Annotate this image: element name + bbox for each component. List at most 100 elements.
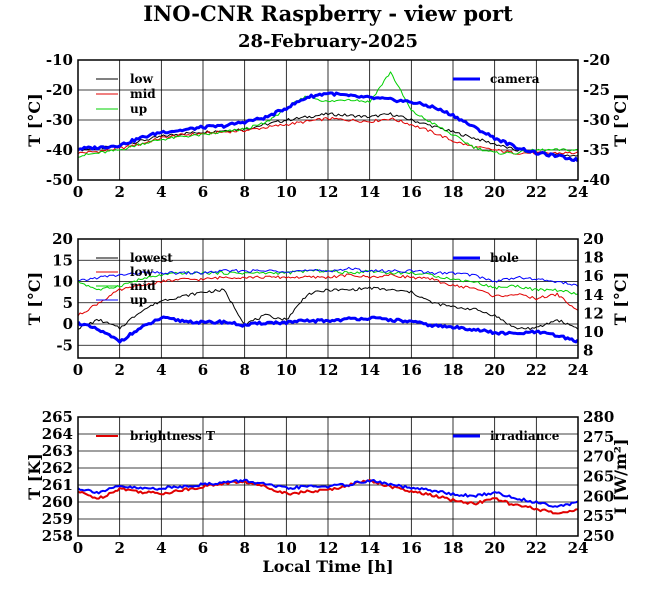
y2-tick-label: -40 xyxy=(583,171,610,189)
y2-axis-label: T [°C] xyxy=(611,272,630,325)
y-tick-label: -20 xyxy=(46,81,73,99)
x-tick-label: 4 xyxy=(156,183,166,201)
y-tick-label: 260 xyxy=(42,493,73,511)
x-tick-label: 16 xyxy=(401,361,422,379)
x-tick-label: 10 xyxy=(276,361,297,379)
x-tick-label: 20 xyxy=(484,183,505,201)
y-tick-label: 5 xyxy=(63,294,73,312)
y2-tick-label: -35 xyxy=(583,141,610,159)
chart-panel-0: 0 2 4 6 8 10 12 14 16 18 20 22 24-50-40-30-20-10-40-… xyxy=(25,51,630,201)
y-axis-label: T [°C] xyxy=(25,272,44,325)
plot-frame xyxy=(77,59,579,181)
series-line-low xyxy=(78,112,578,157)
x-tick-label: 18 xyxy=(443,361,464,379)
x-tick-label: 10 xyxy=(276,539,297,557)
x-tick-label: 12 xyxy=(318,361,339,379)
x-tick-label: 6 xyxy=(198,183,208,201)
x-tick-label: 20 xyxy=(484,539,505,557)
x-tick-label: 2 xyxy=(114,361,124,379)
y-tick-label: 20 xyxy=(52,230,73,248)
legend-label: mid xyxy=(130,279,156,293)
y-tick-label: -5 xyxy=(56,336,73,354)
series-line-camera xyxy=(78,91,578,163)
y-tick-label: 263 xyxy=(42,442,73,460)
y2-tick-label: 10 xyxy=(583,323,604,341)
x-tick-label: 14 xyxy=(359,183,380,201)
legend-label: low xyxy=(130,72,154,86)
x-tick-label: 24 xyxy=(568,539,589,557)
x-tick-label: 22 xyxy=(526,183,547,201)
x-tick-label: 0 xyxy=(73,539,83,557)
x-tick-label: 8 xyxy=(239,539,249,557)
panels: 0 2 4 6 8 10 12 14 16 18 20 22 24-50-40-30-20-10-40-… xyxy=(25,51,630,576)
x-tick-label: 6 xyxy=(198,539,208,557)
series-line-mid xyxy=(78,116,578,155)
y2-tick-label: 280 xyxy=(583,408,614,426)
y-tick-label: 258 xyxy=(42,527,73,545)
x-tick-label: 18 xyxy=(443,539,464,557)
legend-label: brightness T xyxy=(130,429,215,443)
y-tick-label: 15 xyxy=(52,251,73,269)
y-tick-label: 0 xyxy=(63,315,73,333)
x-tick-label: 22 xyxy=(526,361,547,379)
series-line-brightness-T xyxy=(78,479,578,515)
series-line-lowest xyxy=(78,286,578,330)
x-axis-label: Local Time [h] xyxy=(262,557,393,576)
legend-label: up xyxy=(130,293,147,307)
series-line-up xyxy=(78,71,578,158)
y2-tick-label: 12 xyxy=(583,304,604,322)
y2-tick-label: -20 xyxy=(583,51,610,69)
x-tick-label: 0 xyxy=(73,361,83,379)
y-tick-label: 262 xyxy=(42,459,73,477)
x-tick-label: 16 xyxy=(401,183,422,201)
figure-subtitle: 28-February-2025 xyxy=(238,31,418,52)
y2-tick-label: 16 xyxy=(583,267,604,285)
series-line-irradiance xyxy=(78,478,578,508)
x-tick-label: 2 xyxy=(114,183,124,201)
y2-axis-label: I [W/m²] xyxy=(611,439,630,515)
x-tick-label: 4 xyxy=(156,539,166,557)
y2-tick-label: 265 xyxy=(583,468,614,486)
legend-label: up xyxy=(130,102,147,116)
y2-tick-label: 260 xyxy=(583,487,614,505)
x-tick-label: 8 xyxy=(239,361,249,379)
y2-tick-label: 20 xyxy=(583,230,604,248)
series-line-up xyxy=(78,266,578,287)
y2-tick-label: 270 xyxy=(583,448,614,466)
y-tick-label: 264 xyxy=(42,425,73,443)
x-tick-label: 6 xyxy=(198,361,208,379)
legend-label: lowest xyxy=(130,251,173,265)
y-tick-label: -40 xyxy=(46,141,73,159)
chart-panel-2: 0 2 4 6 8 10 12 14 16 18 20 22 242582592602612622632… xyxy=(25,408,630,576)
x-tick-label: 20 xyxy=(484,361,505,379)
figure-title: INO-CNR Raspberry - view port xyxy=(143,1,513,26)
y-tick-label: 261 xyxy=(42,476,73,494)
x-tick-label: 14 xyxy=(359,361,380,379)
series-line-low xyxy=(78,273,578,317)
x-tick-label: 24 xyxy=(568,361,589,379)
plot-frame xyxy=(77,238,579,359)
x-tick-label: 14 xyxy=(359,539,380,557)
y2-tick-label: 255 xyxy=(583,507,614,525)
y-tick-label: 265 xyxy=(42,408,73,426)
y-axis-label: T [K] xyxy=(25,453,44,500)
y-tick-label: 259 xyxy=(42,510,73,528)
plot-frame xyxy=(77,416,579,537)
legend-label: irradiance xyxy=(490,429,560,443)
legend-label: mid xyxy=(130,87,156,101)
x-tick-label: 4 xyxy=(156,361,166,379)
series-line-hole xyxy=(78,315,578,344)
y2-tick-label: -30 xyxy=(583,111,610,129)
y-tick-label: -30 xyxy=(46,111,73,129)
x-tick-label: 16 xyxy=(401,539,422,557)
y2-tick-label: 250 xyxy=(583,527,614,545)
y2-tick-label: -25 xyxy=(583,81,610,99)
x-tick-label: 12 xyxy=(318,539,339,557)
y-tick-label: -10 xyxy=(46,51,73,69)
x-tick-label: 18 xyxy=(443,183,464,201)
y2-tick-label: 14 xyxy=(583,286,604,304)
y2-axis-label: T [°C] xyxy=(611,93,630,146)
y-tick-label: 10 xyxy=(52,273,73,291)
y2-tick-label: 18 xyxy=(583,249,604,267)
